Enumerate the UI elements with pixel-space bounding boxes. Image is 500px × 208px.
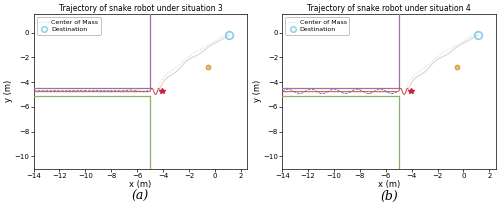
Title: Trajectory of snake robot under situation 4: Trajectory of snake robot under situatio… (307, 4, 471, 13)
X-axis label: x (m): x (m) (130, 180, 152, 189)
Text: (a): (a) (132, 190, 149, 203)
Legend: Center of Mass, Destination: Center of Mass, Destination (36, 17, 100, 35)
Title: Trajectory of snake robot under situation 3: Trajectory of snake robot under situatio… (58, 4, 222, 13)
X-axis label: x (m): x (m) (378, 180, 400, 189)
Y-axis label: y (m): y (m) (253, 80, 262, 103)
Legend: Center of Mass, Destination: Center of Mass, Destination (286, 17, 349, 35)
Text: (b): (b) (380, 190, 398, 203)
Y-axis label: y (m): y (m) (4, 80, 13, 103)
